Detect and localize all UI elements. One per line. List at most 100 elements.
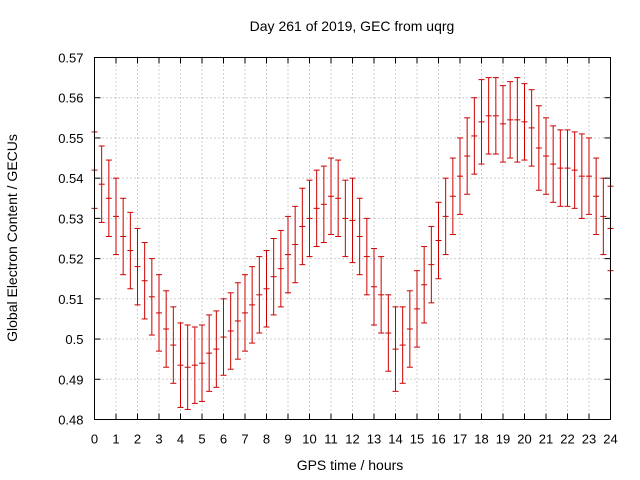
x-tick-label: 4 bbox=[177, 432, 184, 447]
data-point bbox=[177, 322, 184, 408]
data-point bbox=[514, 77, 521, 163]
data-point bbox=[399, 306, 406, 384]
data-point bbox=[263, 250, 270, 328]
data-point bbox=[191, 326, 198, 404]
data-point bbox=[127, 211, 134, 290]
y-tick-label: 0.51 bbox=[58, 292, 83, 307]
x-tick-label: 18 bbox=[474, 432, 488, 447]
data-point bbox=[442, 177, 449, 256]
data-point bbox=[535, 105, 542, 191]
data-point bbox=[385, 294, 392, 372]
x-tick-label: 22 bbox=[560, 432, 574, 447]
data-point bbox=[299, 187, 306, 266]
data-point bbox=[550, 125, 557, 203]
data-point bbox=[98, 145, 105, 223]
x-tick-label: 2 bbox=[134, 432, 141, 447]
data-point bbox=[464, 117, 471, 195]
data-point bbox=[148, 258, 155, 336]
y-tick-label: 0.49 bbox=[58, 372, 83, 387]
data-point bbox=[256, 256, 263, 334]
y-tick-label: 0.57 bbox=[58, 51, 83, 66]
data-point bbox=[328, 157, 334, 235]
x-tick-label: 12 bbox=[345, 432, 359, 447]
x-tick-label: 6 bbox=[220, 432, 227, 447]
y-tick-label: 0.52 bbox=[58, 252, 83, 267]
data-point bbox=[485, 77, 492, 155]
x-tick-label: 11 bbox=[324, 432, 338, 447]
data-point bbox=[285, 215, 291, 294]
data-point bbox=[335, 159, 342, 237]
data-point bbox=[478, 79, 485, 165]
data-point bbox=[392, 306, 399, 392]
data-point bbox=[593, 157, 600, 235]
x-tick-label: 7 bbox=[241, 432, 248, 447]
data-point bbox=[471, 97, 478, 175]
x-tick-label: 14 bbox=[388, 432, 402, 447]
data-point bbox=[313, 169, 320, 248]
data-point bbox=[306, 179, 313, 258]
data-point bbox=[521, 83, 528, 161]
data-point bbox=[414, 270, 420, 348]
x-axis-label: GPS time / hours bbox=[297, 457, 404, 473]
data-point bbox=[363, 217, 370, 296]
data-point bbox=[277, 229, 284, 308]
x-tick-label: 24 bbox=[603, 432, 617, 447]
axis-ticks: 0 1 2 3 4 5 6 7 8 9 10 11 12 13 14 15 16 17 18 19 20 21 22 23 24… bbox=[58, 51, 618, 447]
data-series bbox=[91, 77, 614, 410]
data-point bbox=[163, 290, 170, 368]
data-point bbox=[249, 266, 256, 344]
data-point bbox=[371, 248, 377, 326]
x-tick-label: 8 bbox=[263, 432, 270, 447]
data-point bbox=[120, 197, 127, 276]
data-point bbox=[349, 177, 356, 264]
x-tick-label: 17 bbox=[453, 432, 467, 447]
y-tick-label: 0.5 bbox=[65, 332, 83, 347]
data-point bbox=[586, 137, 592, 215]
data-point bbox=[292, 205, 299, 284]
data-point bbox=[227, 292, 234, 370]
data-point bbox=[500, 85, 506, 163]
data-point bbox=[457, 137, 463, 215]
data-point bbox=[156, 274, 162, 352]
data-point bbox=[220, 298, 227, 376]
x-tick-label: 19 bbox=[496, 432, 510, 447]
data-point bbox=[184, 324, 191, 410]
data-point bbox=[578, 133, 585, 219]
y-tick-label: 0.54 bbox=[58, 171, 83, 186]
x-tick-label: 3 bbox=[155, 432, 162, 447]
data-point bbox=[141, 242, 148, 320]
data-point bbox=[170, 306, 177, 384]
x-tick-label: 5 bbox=[198, 432, 205, 447]
data-point bbox=[378, 256, 385, 334]
data-point bbox=[543, 117, 549, 195]
data-point bbox=[528, 89, 535, 167]
x-tick-label: 1 bbox=[112, 432, 119, 447]
x-tick-label: 21 bbox=[539, 432, 553, 447]
data-point bbox=[270, 238, 277, 316]
x-tick-label: 0 bbox=[91, 432, 98, 447]
data-point bbox=[571, 131, 578, 209]
y-tick-label: 0.56 bbox=[58, 91, 83, 106]
data-point bbox=[492, 77, 499, 155]
y-axis-label: Global Electron Content / GECUs bbox=[4, 134, 20, 342]
data-point bbox=[356, 197, 363, 276]
x-tick-label: 23 bbox=[582, 432, 596, 447]
data-point bbox=[234, 282, 241, 360]
x-tick-label: 9 bbox=[284, 432, 291, 447]
data-point bbox=[557, 129, 564, 207]
data-point bbox=[199, 324, 205, 402]
data-point bbox=[435, 201, 442, 280]
y-tick-label: 0.48 bbox=[58, 413, 83, 428]
x-tick-label: 10 bbox=[302, 432, 316, 447]
y-tick-label: 0.55 bbox=[58, 131, 83, 146]
data-point bbox=[105, 159, 112, 237]
data-point bbox=[600, 177, 607, 256]
data-point bbox=[507, 81, 514, 159]
data-point bbox=[320, 165, 327, 244]
y-tick-label: 0.53 bbox=[58, 211, 83, 226]
data-point bbox=[206, 314, 213, 392]
data-point bbox=[421, 246, 428, 324]
x-tick-label: 16 bbox=[431, 432, 445, 447]
data-point bbox=[242, 274, 248, 352]
